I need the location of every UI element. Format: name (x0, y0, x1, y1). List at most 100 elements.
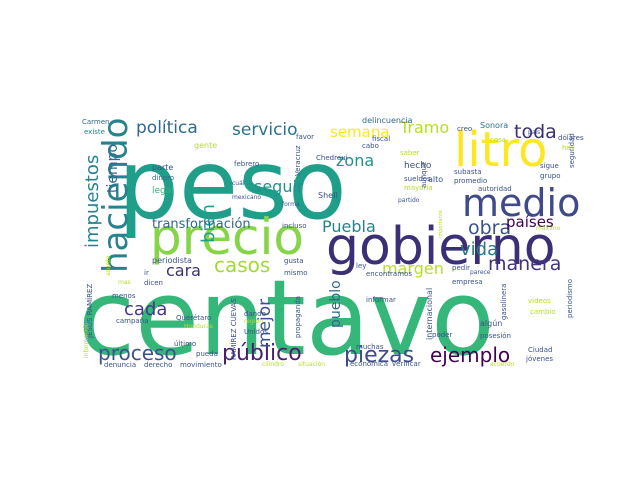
cloud-word: creo (457, 125, 472, 133)
cloud-word: países (506, 213, 554, 231)
cloud-word: cambio (530, 308, 556, 316)
cloud-word: país (528, 129, 540, 136)
cloud-word: muchas (356, 343, 384, 351)
cloud-word: dando (244, 310, 266, 318)
cloud-word: internacional (425, 288, 434, 340)
cloud-word: haciendo (96, 118, 136, 273)
cloud-word: mayoría (404, 184, 433, 192)
cloud-word: Sonora (480, 121, 508, 130)
cloud-word: margen (382, 259, 444, 278)
cloud-word: litro (454, 122, 548, 178)
cloud-word: importante (438, 210, 444, 238)
cloud-word: gobierno (326, 217, 556, 277)
cloud-word: acuerdo (490, 361, 515, 368)
cloud-word: máximo (536, 225, 561, 232)
cloud-word: seguir (254, 177, 304, 196)
cloud-word: existe (84, 128, 105, 136)
cloud-word: alto (428, 175, 443, 184)
cloud-word: movimiento (180, 361, 222, 369)
cloud-word: peso (118, 129, 347, 241)
cloud-word: cosa (490, 136, 506, 144)
cloud-word: pueblo (328, 280, 344, 328)
cloud-word: Puebla (322, 217, 376, 236)
cloud-word: verificar (392, 360, 421, 368)
cloud-word: pueda (196, 350, 218, 358)
cloud-word: impuestos (82, 155, 103, 248)
cloud-word: Chedraui (316, 154, 348, 162)
cloud-word: último (174, 340, 196, 348)
cloud-word: promedio (454, 177, 487, 185)
cloud-word: tiempo (105, 144, 121, 193)
cloud-word: Tramo (399, 118, 449, 137)
cloud-word: encontramos (366, 270, 412, 278)
cloud-word: autoridad (478, 185, 512, 193)
cloud-word: mismo (284, 269, 308, 277)
cloud-word: parte (152, 163, 173, 172)
cloud-word: derecho (144, 361, 172, 369)
cloud-word: hecho (404, 161, 432, 171)
cloud-word: posesión (480, 332, 511, 340)
cloud-word: casos (214, 253, 270, 277)
cloud-word: toda (514, 121, 557, 143)
cloud-word: jóvenes (525, 355, 553, 363)
cloud-word: cabo (362, 142, 379, 150)
cloud-word: manera (488, 253, 561, 275)
cloud-word: menos (112, 292, 136, 300)
cloud-word: delincuencia (362, 116, 413, 125)
cloud-word: Honduras (184, 323, 213, 330)
cloud-word: Shell (318, 191, 338, 200)
cloud-word: situación (298, 361, 325, 368)
cloud-word: Veracruz (294, 145, 302, 176)
cloud-word: favor (296, 133, 314, 141)
cloud-word: Unidos (244, 328, 268, 336)
cloud-word: saber (400, 149, 420, 157)
cloud-word: mexicano (232, 194, 261, 201)
cloud-word: centavo (78, 257, 495, 379)
cloud-word: aunque (420, 162, 428, 188)
cloud-word: poder (432, 331, 452, 339)
cloud-word: asunto (105, 255, 112, 276)
cloud-word: Carmen (82, 118, 110, 126)
cloud-word: videos (528, 297, 551, 305)
cloud-word: dicen (144, 279, 163, 287)
cloud-word: seguridad (568, 133, 576, 168)
cloud-word: información (83, 322, 90, 358)
cloud-word: piezas (344, 343, 414, 368)
cloud-word: JESÚS RAMÍREZ (85, 284, 94, 339)
cloud-word: propaganda (294, 296, 302, 338)
cloud-word: partido (398, 197, 420, 204)
cloud-word: subasta (454, 168, 482, 176)
cloud-word: dólares (558, 134, 584, 142)
cloud-word: mejor (255, 299, 275, 348)
cloud-word: hoy (562, 144, 575, 152)
cloud-word: cuál (232, 180, 245, 187)
cloud-word: vida (460, 239, 498, 260)
cloud-word: cilindro (262, 361, 284, 368)
cloud-word: forma (282, 201, 300, 208)
cloud-word: sigue (540, 162, 559, 170)
cloud-word: política (136, 118, 198, 138)
cloud-word: cada (124, 299, 167, 320)
cloud-word: semana (330, 123, 390, 141)
cloud-word: febrero (234, 160, 259, 168)
cloud-word: RAMÍREZ CUEVAS (229, 298, 238, 360)
cloud-word: dinero (152, 174, 174, 182)
cloud-word: servicio (232, 120, 298, 140)
cloud-word: sueldos (404, 175, 431, 183)
cloud-word: periodista (152, 256, 192, 265)
cloud-word: incluso (282, 222, 307, 230)
cloud-word: gente (194, 141, 217, 150)
cloud-word: legal (152, 186, 174, 196)
cloud-word: mas (118, 279, 131, 286)
cloud-word: público (222, 341, 302, 366)
cloud-word: ir (144, 269, 149, 277)
cloud-word: fiscal (372, 135, 390, 143)
cloud-word: ley (356, 262, 366, 270)
cloud-word: grupo (540, 172, 560, 180)
cloud-word: Querétaro (176, 314, 211, 322)
cloud-word: gasolinera (500, 284, 508, 320)
cloud-word: económica (350, 360, 388, 368)
cloud-word: proceso (98, 341, 177, 365)
